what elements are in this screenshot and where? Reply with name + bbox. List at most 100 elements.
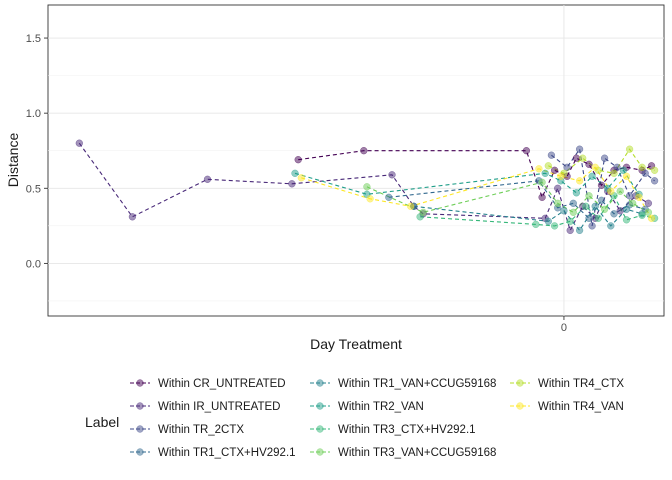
legend-label: Within TR_2CTX [158, 424, 244, 436]
legend-label: Within IR_UNTREATED [158, 401, 280, 413]
legend-item: Within TR_2CTX [130, 424, 244, 436]
data-point [575, 226, 584, 235]
data-point [360, 147, 368, 155]
data-point [591, 163, 599, 171]
data-point [622, 172, 631, 180]
data-point [575, 177, 584, 185]
grid-lines [48, 5, 664, 316]
data-point [563, 163, 571, 171]
data-point [607, 187, 615, 195]
y-tick-label: 0.5 [26, 183, 41, 195]
legend-key-point [516, 379, 524, 387]
data-point [641, 169, 649, 177]
data-point [572, 189, 581, 197]
data-point [579, 154, 587, 162]
data-point [557, 172, 565, 180]
data-point [388, 171, 396, 179]
data-point [544, 162, 552, 170]
data-point [616, 187, 624, 195]
data-point [597, 196, 606, 204]
legend-key-point [136, 448, 144, 456]
data-point [366, 195, 374, 203]
x-tick-label: 0 [561, 322, 567, 334]
legend-item: Within TR3_CTX+HV292.1 [310, 424, 476, 436]
data-point [538, 178, 546, 186]
data-point [591, 202, 599, 210]
legend-key-point [316, 379, 324, 387]
data-point [554, 199, 562, 207]
data-point [569, 199, 577, 207]
data-point [291, 169, 299, 177]
data-point [625, 145, 634, 153]
x-axis-title: Day Treatment [310, 336, 402, 352]
data-points [75, 139, 659, 235]
data-point [607, 222, 615, 230]
data-point [585, 192, 593, 200]
data-point [582, 202, 590, 210]
legend-item: Within IR_UNTREATED [130, 401, 280, 413]
y-tick-label: 0.0 [26, 258, 41, 270]
legend-item: Within TR4_VAN [510, 401, 624, 413]
data-point [619, 166, 628, 174]
legend-key-point [316, 425, 324, 433]
data-point [550, 222, 559, 230]
data-point [650, 177, 659, 185]
data-point [616, 207, 624, 215]
data-point [554, 184, 562, 192]
data-point [644, 208, 653, 216]
data-point [538, 193, 546, 201]
data-point [600, 205, 609, 213]
legend-label: Within TR4_VAN [538, 401, 624, 413]
legend: Within CR_UNTREATED Within IR_UNTREATED Wi… [130, 378, 624, 459]
data-point [610, 210, 618, 218]
legend-item: Within TR2_VAN [310, 401, 424, 413]
data-point [535, 165, 543, 173]
data-point [532, 220, 540, 229]
data-point [588, 222, 596, 230]
legend-item: Within TR4_CTX [510, 378, 624, 390]
data-point [544, 217, 552, 225]
data-point [128, 213, 137, 221]
data-point [585, 160, 593, 168]
data-point [597, 181, 606, 189]
series-line-4 [413, 205, 643, 232]
legend-item: Within TR1_CTX+HV292.1 [130, 447, 296, 459]
data-point [635, 193, 643, 201]
data-point [585, 214, 593, 222]
data-point [622, 216, 631, 224]
data-point [613, 163, 621, 171]
legend-label: Within TR1_CTX+HV292.1 [158, 447, 296, 459]
legend-label: Within TR3_CTX+HV292.1 [338, 424, 476, 436]
data-point [297, 174, 305, 182]
data-point [419, 208, 427, 216]
legend-item: Within CR_UNTREATED [130, 378, 286, 390]
data-point [638, 163, 646, 171]
data-point [629, 199, 637, 207]
data-point [594, 214, 602, 222]
data-point [541, 169, 549, 177]
series-line-6 [420, 194, 655, 227]
data-point [203, 175, 212, 183]
data-point [600, 154, 609, 162]
data-point [625, 192, 634, 200]
data-point [610, 169, 618, 177]
x-axis-ticks: 0 [561, 316, 567, 334]
data-point [647, 214, 656, 222]
legend-key-point [136, 379, 144, 387]
y-tick-label: 1.5 [26, 33, 41, 45]
data-point [294, 156, 302, 164]
legend-key-point [316, 448, 324, 456]
legend-label: Within TR4_CTX [538, 378, 624, 390]
legend-key-point [316, 402, 324, 410]
data-point [547, 151, 556, 159]
series-line-2 [551, 147, 655, 226]
y-axis-title: Distance [5, 133, 21, 188]
data-point [644, 199, 653, 207]
legend-item: Within TR3_VAN+CCUG59168 [310, 447, 496, 459]
data-point [385, 193, 393, 201]
data-point [572, 154, 581, 162]
data-point [566, 217, 574, 225]
data-point [522, 147, 531, 155]
